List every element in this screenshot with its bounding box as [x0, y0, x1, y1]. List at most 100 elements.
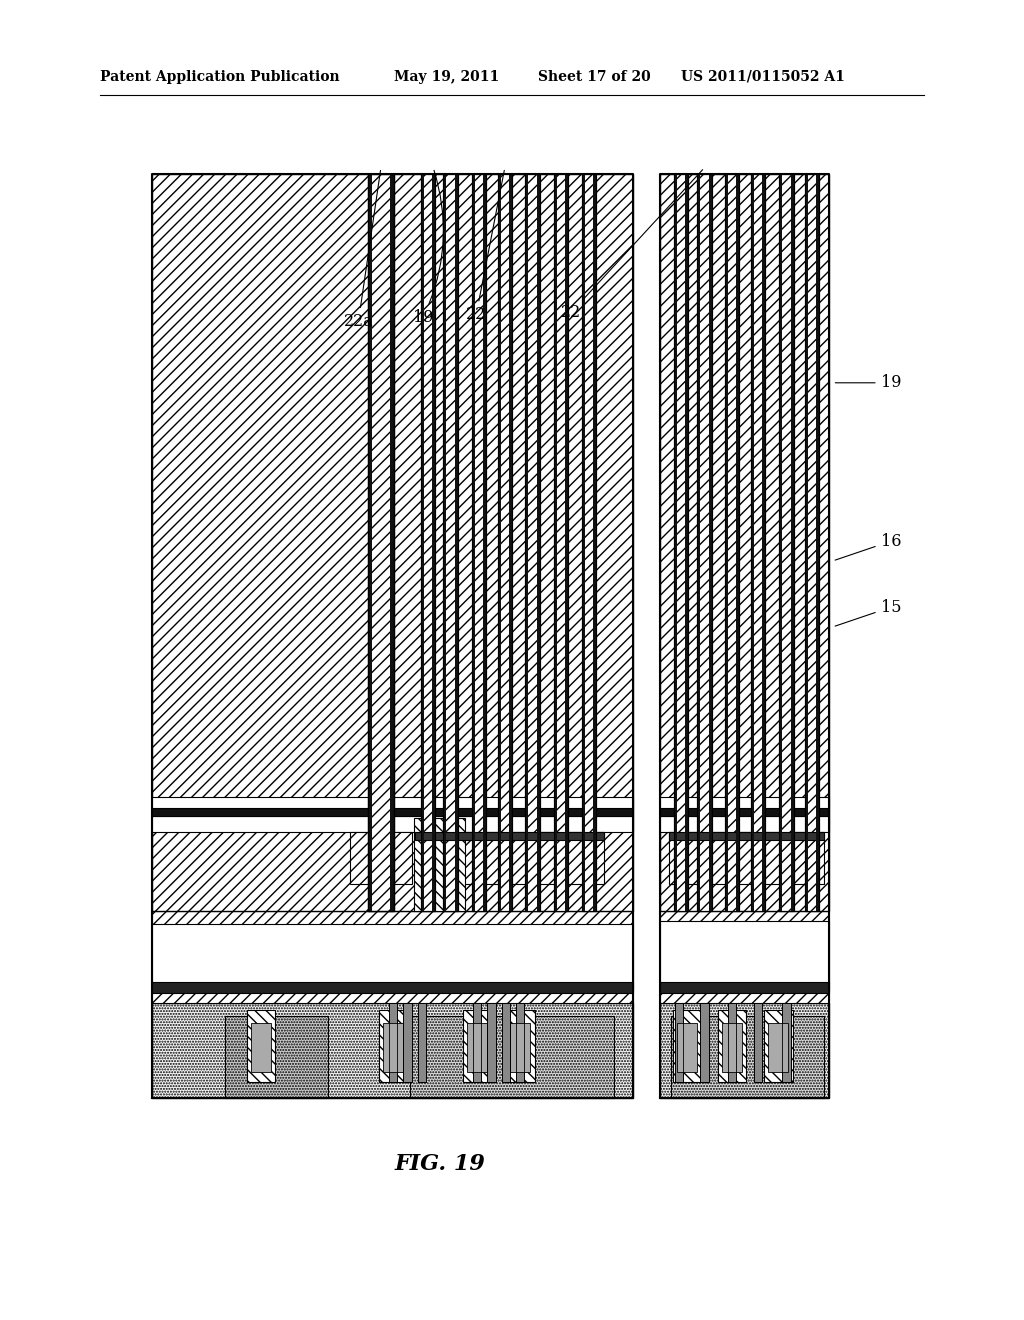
Bar — [472, 174, 475, 911]
Text: 16: 16 — [836, 533, 901, 560]
Bar — [660, 1003, 829, 1098]
Bar — [487, 1003, 496, 1082]
Bar — [225, 1016, 328, 1098]
Bar — [674, 174, 688, 911]
Bar — [152, 982, 633, 993]
Text: FIG. 19: FIG. 19 — [395, 1154, 485, 1175]
Bar — [467, 1023, 487, 1072]
Bar — [554, 174, 568, 911]
Bar — [506, 1010, 535, 1082]
Bar — [152, 174, 633, 911]
Bar — [782, 1003, 791, 1082]
Bar — [754, 1003, 762, 1082]
Bar — [779, 174, 794, 911]
Bar — [700, 1003, 709, 1082]
Bar — [421, 174, 424, 911]
Bar — [509, 174, 512, 911]
Bar — [728, 1003, 736, 1082]
Bar — [805, 174, 808, 911]
Bar — [565, 174, 568, 911]
Bar — [463, 1010, 492, 1082]
Bar — [414, 818, 465, 911]
Bar — [697, 174, 712, 911]
Bar — [403, 1003, 412, 1082]
Bar — [510, 1023, 530, 1072]
Text: May 19, 2011: May 19, 2011 — [394, 70, 500, 83]
Bar — [473, 1003, 481, 1082]
Bar — [779, 174, 782, 911]
Bar — [768, 1023, 788, 1072]
Bar — [498, 174, 512, 911]
Bar — [383, 1023, 403, 1072]
Bar — [251, 1023, 271, 1072]
Bar — [697, 174, 700, 911]
Bar — [674, 174, 677, 911]
Bar — [764, 1010, 793, 1082]
Bar — [671, 1016, 824, 1098]
Bar — [152, 924, 633, 990]
Bar — [805, 174, 819, 911]
Bar — [516, 1003, 524, 1082]
Bar — [389, 1003, 397, 1082]
Bar — [525, 174, 528, 911]
Bar — [487, 1003, 496, 1082]
Text: Patent Application Publication: Patent Application Publication — [100, 70, 340, 83]
Bar — [554, 174, 557, 911]
Bar — [700, 1003, 709, 1082]
Bar — [660, 808, 829, 816]
Bar — [754, 1003, 762, 1082]
Bar — [443, 174, 458, 911]
Bar — [537, 174, 540, 911]
Text: 22a: 22a — [343, 170, 381, 330]
Bar — [498, 174, 512, 911]
Bar — [516, 1003, 524, 1082]
Bar — [525, 174, 540, 911]
Bar — [660, 911, 829, 1003]
Bar — [483, 174, 486, 911]
Bar — [455, 174, 458, 911]
Bar — [350, 832, 412, 884]
Text: Sheet 17 of 20: Sheet 17 of 20 — [538, 70, 650, 83]
Bar — [472, 174, 486, 911]
Bar — [498, 174, 501, 911]
Bar — [554, 174, 568, 911]
Bar — [415, 832, 604, 884]
Bar — [660, 797, 829, 808]
Bar — [791, 174, 794, 911]
Bar — [697, 174, 712, 911]
Bar — [669, 832, 824, 884]
Bar — [582, 174, 585, 911]
Bar — [152, 1003, 633, 1098]
Bar — [660, 174, 829, 911]
Bar — [368, 174, 372, 911]
Bar — [390, 174, 394, 911]
Text: 22: 22 — [466, 170, 504, 323]
Bar — [675, 1003, 683, 1082]
Bar — [421, 174, 435, 911]
Bar — [782, 1003, 791, 1082]
Text: 15: 15 — [836, 599, 901, 626]
Bar — [779, 174, 794, 911]
Bar — [432, 174, 435, 911]
Bar — [368, 174, 394, 911]
Bar — [152, 808, 633, 816]
Bar — [677, 1023, 697, 1072]
Bar — [674, 174, 688, 911]
Bar — [403, 1003, 412, 1082]
Bar — [582, 174, 596, 911]
Bar — [660, 816, 829, 832]
Bar — [443, 174, 458, 911]
Text: US 2011/0115052 A1: US 2011/0115052 A1 — [681, 70, 845, 83]
Bar — [418, 1003, 426, 1082]
Bar — [415, 832, 604, 840]
Text: 19: 19 — [836, 375, 901, 391]
Bar — [673, 1010, 701, 1082]
Bar — [725, 174, 728, 911]
Bar — [443, 174, 446, 911]
Bar — [751, 174, 765, 911]
Bar — [805, 174, 819, 911]
Bar — [669, 832, 824, 840]
Bar — [368, 174, 394, 911]
Bar — [379, 1010, 408, 1082]
Bar — [410, 1016, 614, 1098]
